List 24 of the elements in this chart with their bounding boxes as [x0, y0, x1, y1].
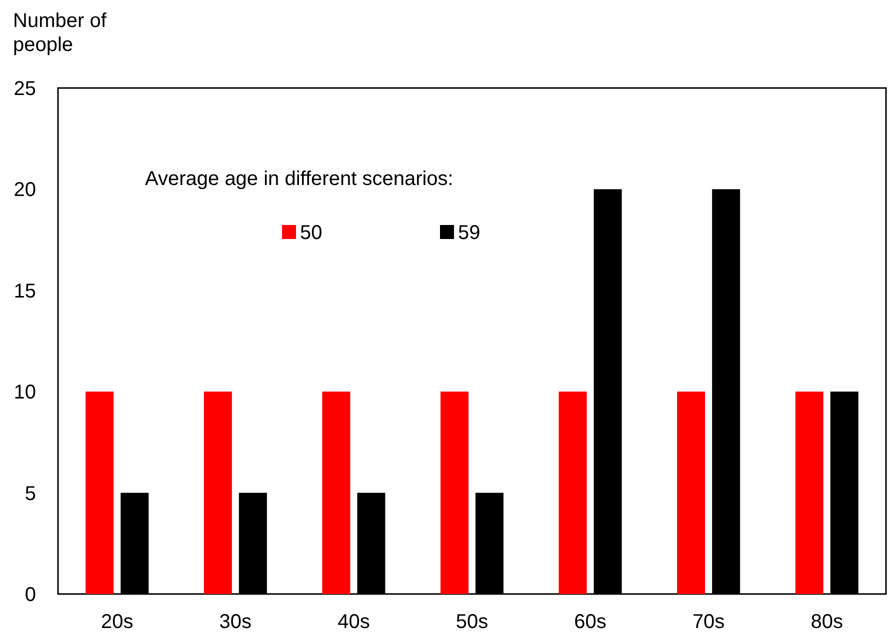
y-tick-label: 25 — [14, 78, 36, 100]
y-axis-title: Number of people — [13, 10, 107, 56]
legend-label: 50 — [300, 222, 322, 244]
bar — [677, 392, 706, 594]
y-tick-label: 15 — [14, 280, 36, 302]
x-tick-label: 80s — [810, 611, 843, 633]
y-tick-label: 20 — [14, 179, 36, 202]
x-tick-label: 50s — [456, 611, 488, 633]
bar — [322, 392, 350, 594]
x-tick-label: 60s — [574, 611, 606, 633]
legend-title: Average age in different scenarios: — [145, 168, 454, 190]
x-tick-label: 20s — [101, 611, 134, 633]
bar — [795, 392, 824, 594]
bar — [440, 392, 468, 594]
y-tick-label: 10 — [14, 382, 36, 404]
x-tick-label: 30s — [219, 611, 252, 633]
y-tick-label: 0 — [24, 584, 36, 606]
x-tick-label: 70s — [692, 611, 725, 633]
x-tick-label: 40s — [338, 611, 370, 633]
bar — [204, 392, 232, 594]
y-tick-label: 5 — [24, 482, 36, 505]
bar — [86, 392, 114, 594]
legend-label: 59 — [458, 222, 480, 244]
bar — [558, 392, 587, 594]
